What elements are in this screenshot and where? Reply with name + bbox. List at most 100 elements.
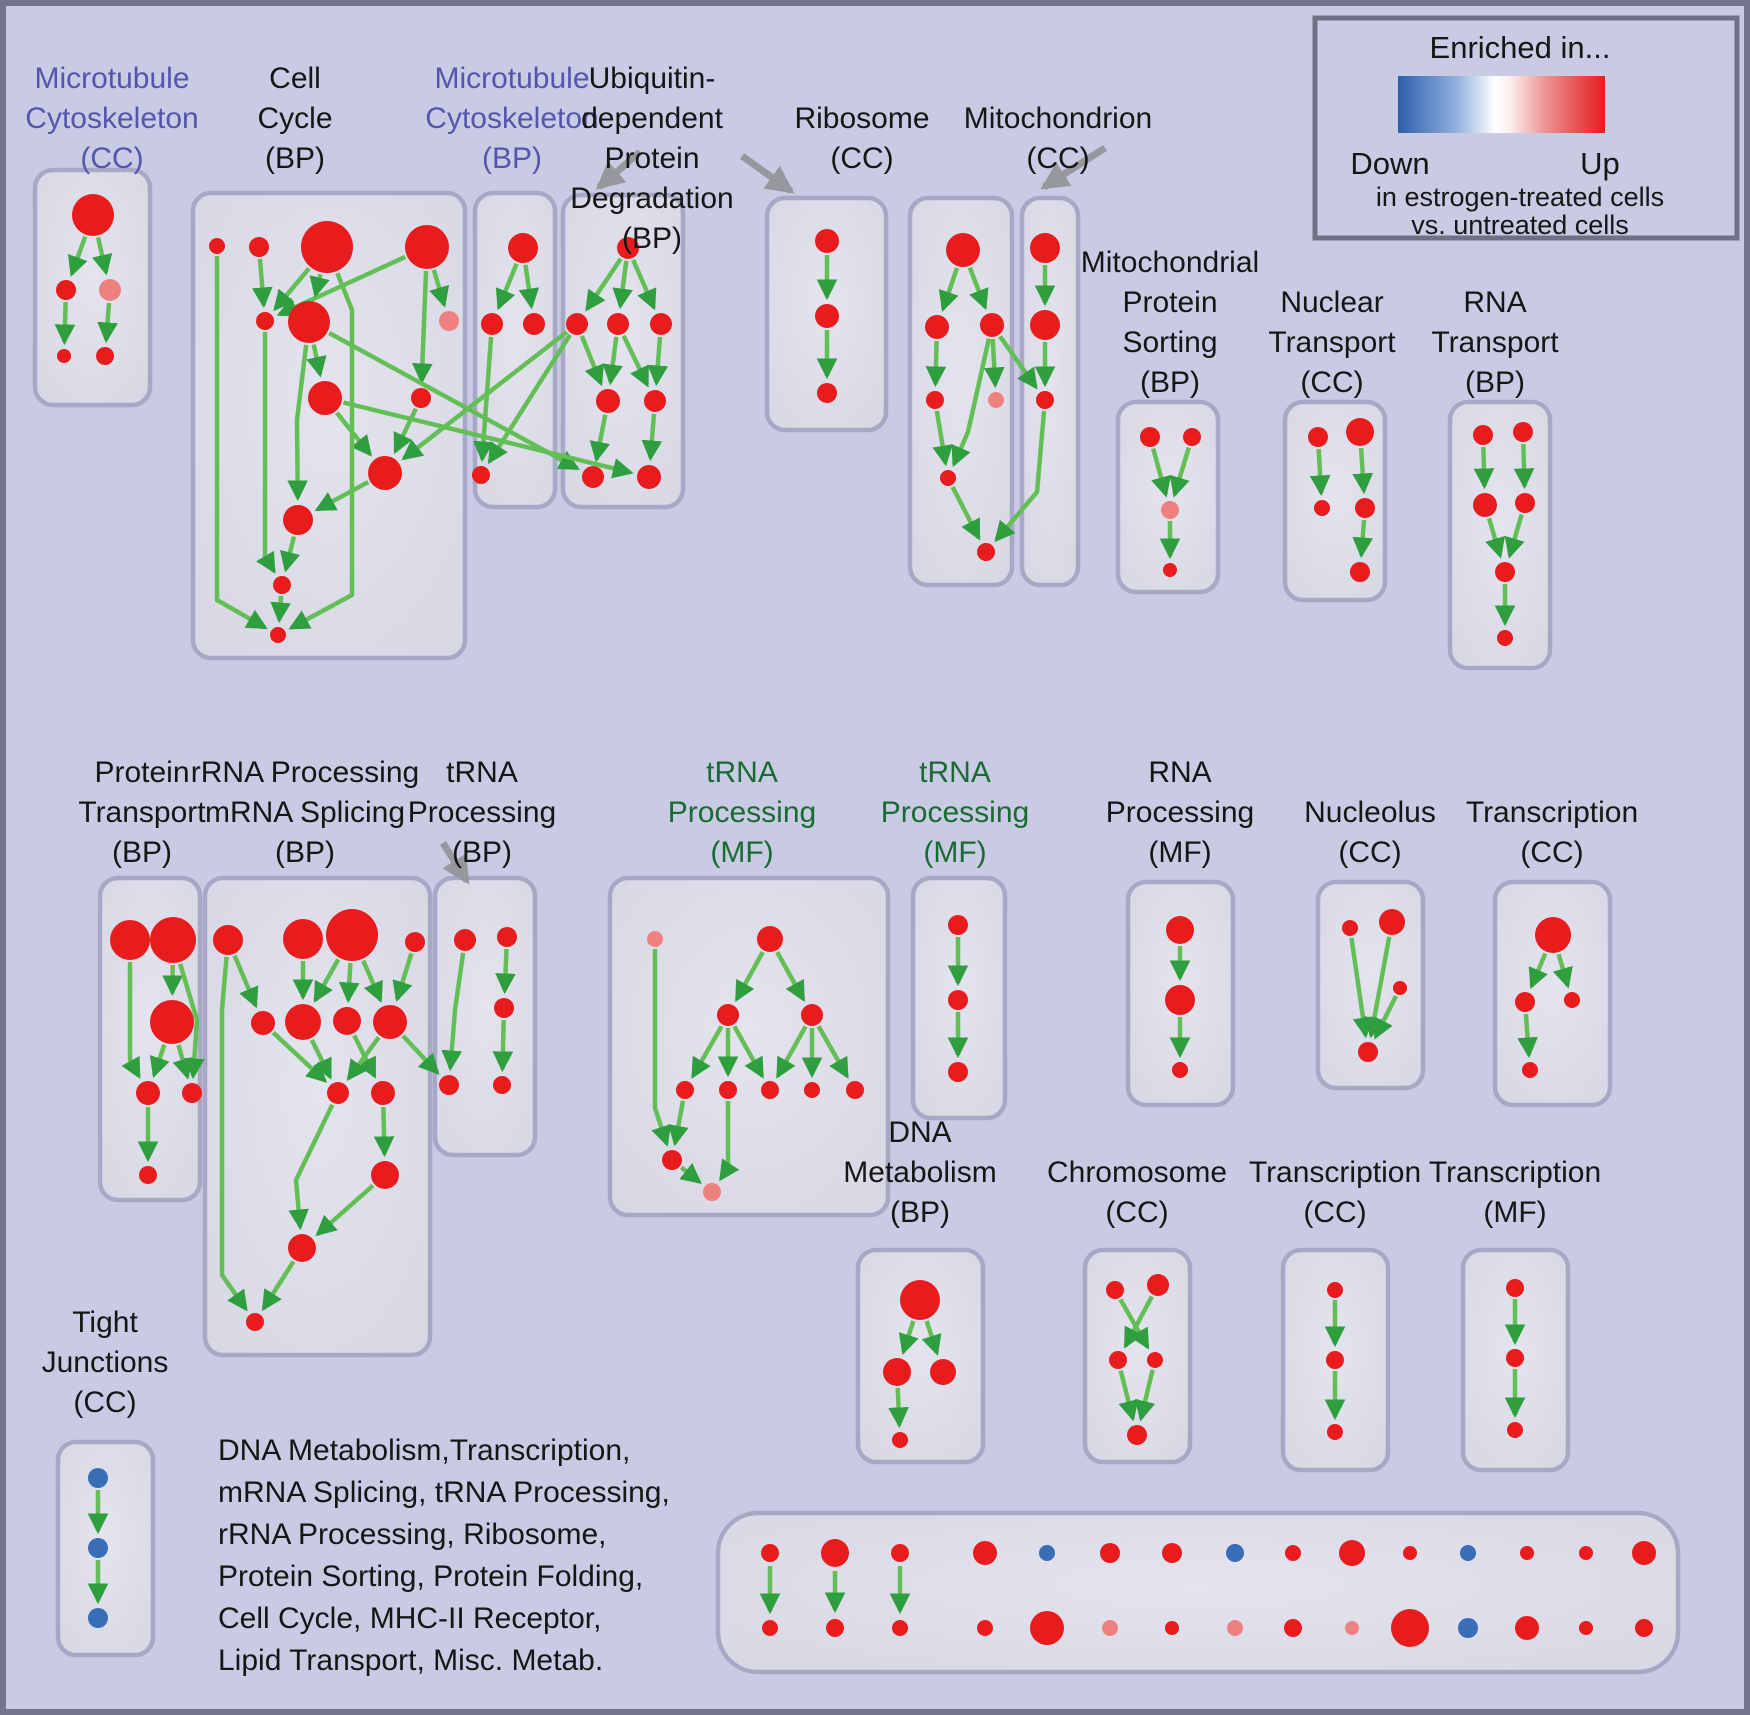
gene-node-nuclear-transport-i2 [1346,418,1374,446]
gene-node-mt-cc-a1 [72,194,114,236]
gene-node-ub1-d4 [650,313,672,335]
gene-node-trna-bp-p1 [454,929,476,951]
gene-node-trna-bp-p5 [493,1076,511,1094]
edge-mt-cc-a2-a4 [54,301,76,346]
legend: Enriched in... Down Up in estrogen-treat… [1312,15,1740,241]
edge-rrna-t3-m4 [361,959,383,1003]
cluster-box-mt-bp [472,190,558,510]
bottom-strip-node-bottom-2 [826,1619,844,1637]
cluster-label-cell-cycle-line3: (BP) [265,142,325,175]
gene-node-trans-cc-2-y3 [1327,1424,1343,1440]
cluster-box-trans-cc-1 [1492,879,1613,1108]
edge-trna-mf-big-qpk-qlow [651,949,672,1147]
gene-node-cell-cycle-n7 [439,311,459,331]
cross-edge-mito.g3-to-ribosome.f7 [994,410,1047,543]
gene-node-nucleolus-u4 [1358,1042,1378,1062]
gene-node-rrna-b2 [246,1313,264,1331]
edge-ub1-d2-d5 [579,335,604,387]
gene-node-ub2-e1 [815,229,839,253]
bottom-strip-node-bottom-5 [1030,1611,1064,1645]
edge-cell-cycle-n12-n13 [270,595,291,624]
edge-cell-cycle-n1-n13 [214,256,268,630]
edge-ub1-d1-d4 [631,259,657,311]
edge-ub1-d6-d8 [641,413,663,462]
cluster-label-dna-metabolism-line2: Metabolism [843,1156,996,1189]
bottom-strip-node-top-5 [1039,1545,1055,1561]
edge-chromosome-x4-x5 [1135,1369,1156,1422]
gene-node-nucleolus-u3 [1393,981,1407,995]
gene-node-rrna-m4 [373,1005,407,1039]
cluster-label-transcription-mf-line2: (MF) [1483,1196,1546,1229]
gene-node-rna-proc-s1 [1166,916,1194,944]
gene-node-cell-cycle-n10 [368,456,402,490]
gene-node-rna-transport-j4 [1515,493,1535,513]
gene-node-rna-transport-j5 [1495,562,1515,582]
cluster-label-nucleolus-line2: (CC) [1338,836,1401,869]
cluster-label-ribosome-line2: (CC) [830,142,893,175]
gene-node-trans-mf-z2 [1506,1349,1524,1367]
gene-node-tight-junctions-tj1 [88,1468,108,1488]
gene-node-chromosome-x2 [1147,1274,1169,1296]
gene-node-ribosome-f5 [988,392,1004,408]
cluster-label-mitochondrial-protein-sorting-line3: Sorting [1122,326,1217,359]
edge-protein-transport-k1-k4 [121,962,141,1080]
cluster-label-protein-transport-line1: Protein [94,756,189,789]
bottom-strip-node-top-6 [1100,1543,1120,1563]
bottom-strip-node-top-11 [1403,1546,1417,1560]
cluster-label-rna-processing-mf-line3: (MF) [1148,836,1211,869]
gene-node-rna-transport-j6 [1497,630,1513,646]
cluster-label-microtubule-cytoskeleton-cc-line3: (CC) [80,142,143,175]
gene-node-rrna-l2 [371,1081,395,1105]
bottom-strip-node-bottom-11 [1391,1609,1429,1647]
gene-node-cell-cycle-n1 [209,238,225,254]
bottom-strip-node-bottom-6 [1102,1620,1118,1636]
gene-node-protein-transport-k4 [136,1081,160,1105]
gene-node-rrna-m3 [333,1007,361,1035]
edge-cell-cycle-n3-n6 [309,273,330,298]
gene-node-rrna-t3 [326,909,378,961]
edge-trans-cc-1-v1-v3 [1552,953,1573,989]
gene-node-ribosome-f1 [946,233,980,267]
gene-node-chromosome-x5 [1127,1425,1147,1445]
bottom-strip-node-bottom-14 [1579,1621,1593,1635]
cluster-label-trna-processing-mf-2-line3: (MF) [923,836,986,869]
gene-node-rna-proc-s3 [1172,1062,1188,1078]
gene-node-mt-bp-c2 [481,313,503,335]
edge-trna-mf-big-qml-qb1 [691,1025,724,1079]
cluster-label-ubiquitin-degradation-line3: Protein [604,142,699,175]
cluster-label-microtubule-cytoskeleton-bp-line1: Microtubule [434,62,589,95]
edge-cell-cycle-n3-n13 [288,272,355,630]
gene-node-protein-transport-k3 [150,1000,194,1044]
gene-node-mt-bp-c3 [523,313,545,335]
gene-node-rna-transport-j3 [1473,493,1497,517]
misc-categories-note-line2: mRNA Splicing, tRNA Processing, [218,1476,670,1509]
cluster-label-transcription-cc-2-line2: (CC) [1303,1196,1366,1229]
cluster-label-tight-junctions-line2: Junctions [42,1346,169,1379]
edge-ub1-d1-d2 [585,257,623,312]
edge-rrna-t1-m1 [232,954,259,1009]
cluster-label-microtubule-cytoskeleton-cc-line1: Microtubule [34,62,189,95]
cluster-label-transcription-cc-1-line2: (CC) [1520,836,1583,869]
gene-node-mps-h1 [1140,427,1160,447]
gene-node-trans-cc-1-v2 [1515,992,1535,1012]
edge-protein-transport-k2-k5 [178,963,205,1080]
gene-node-trna-mf-big-qb3 [761,1081,779,1099]
edge-ub1-d1-d3 [612,260,633,310]
cluster-label-mitochondrial-protein-sorting-line2: Protein [1122,286,1217,319]
bottom-strip-node-top-10 [1339,1540,1365,1566]
cluster-label-microtubule-cytoskeleton-cc-line2: Cytoskeleton [25,102,198,135]
cluster-label-trna-processing-mf-1-line3: (MF) [710,836,773,869]
edge-ub1-d4-d6 [647,336,669,387]
misc-categories-note-line4: Protein Sorting, Protein Folding, [218,1560,643,1593]
gene-node-rrna-m1 [251,1011,275,1035]
gene-node-trna-mf-big-qb1 [676,1081,694,1099]
gene-node-ub1-d8 [637,465,661,489]
cross-edge-rrna.m4-to-trna-bp.p4 [401,1034,440,1075]
gene-node-rna-transport-j1 [1473,425,1493,445]
cross-edge-ub1.d2-to-mt-bp.c4 [487,333,572,465]
gene-node-dna-met-w3 [930,1359,956,1385]
gene-node-cell-cycle-n4 [405,225,449,269]
misc-categories-note-line3: rRNA Processing, Ribosome, [218,1518,606,1551]
misc-categories-note-line1: DNA Metabolism,Transcription, [218,1434,630,1467]
cross-edge-ribosome.f3-to-mito.g3 [998,335,1038,390]
